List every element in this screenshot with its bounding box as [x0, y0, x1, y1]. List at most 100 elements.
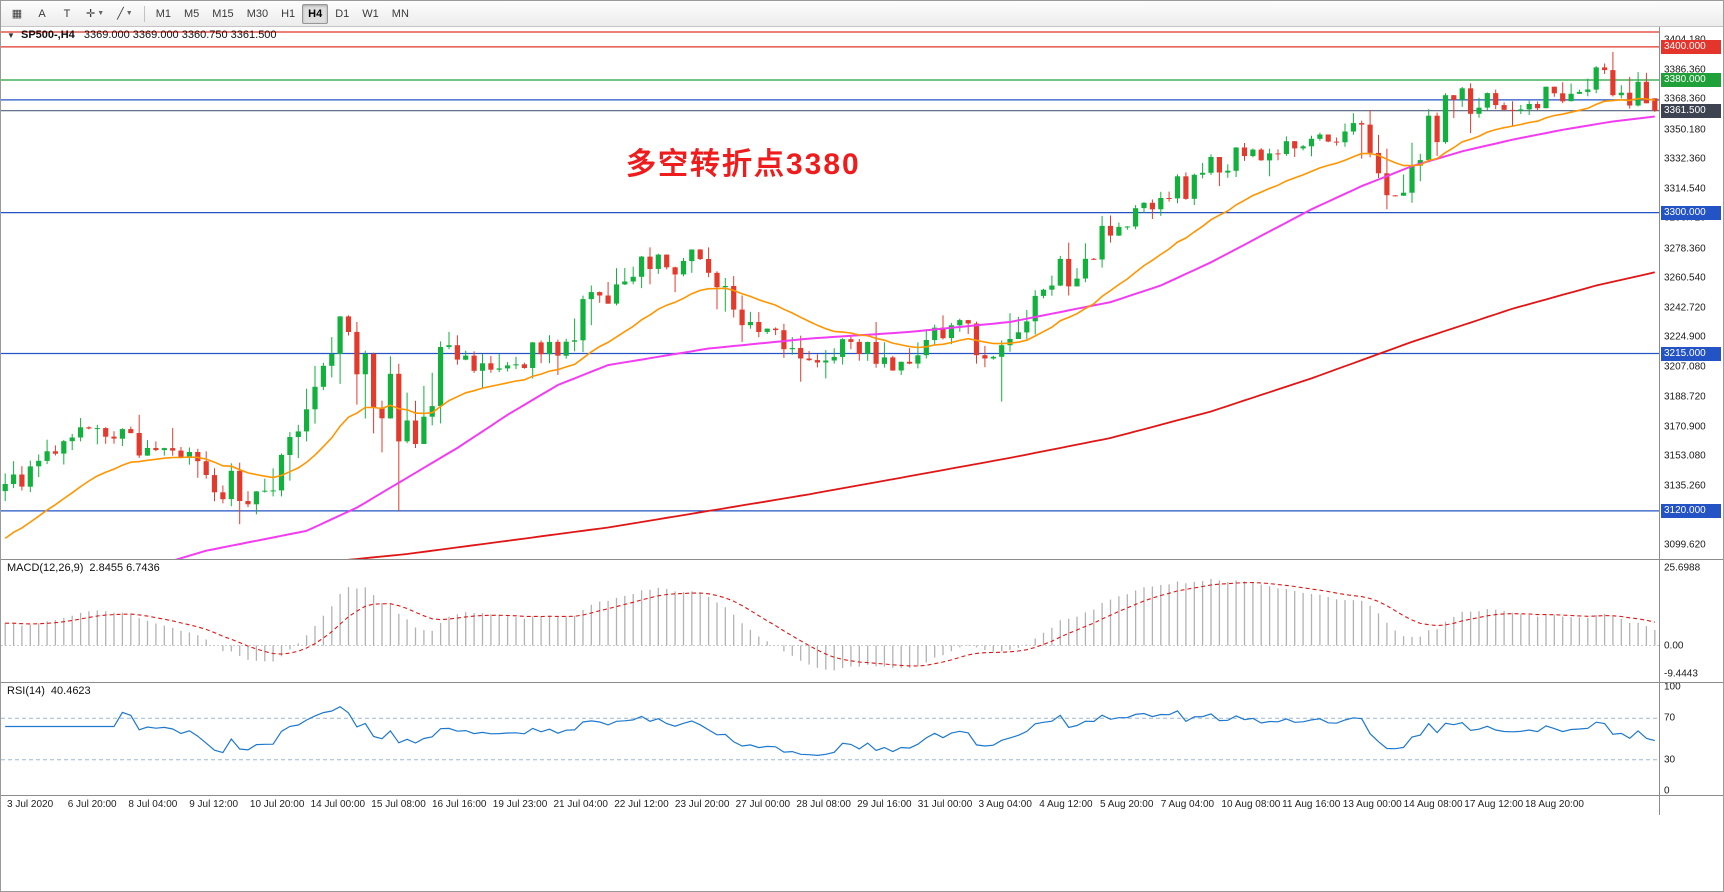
price-axis[interactable]: 3404.1803386.3603368.3603350.1803332.360… — [1659, 27, 1723, 559]
price-axis-label: 3242.720 — [1664, 302, 1706, 314]
time-axis-label: 19 Jul 23:00 — [492, 799, 548, 810]
price-axis-label: 3386.360 — [1664, 64, 1706, 75]
chevron-down-icon: ▼ — [125, 10, 133, 17]
symbol-dropdown-arrow[interactable]: ▼ — [7, 31, 15, 40]
macd-panel[interactable]: MACD(12,26,9) 2.8455 6.7436 — [1, 560, 1659, 682]
time-axis-label: 23 Jul 20:00 — [674, 799, 730, 810]
timeframe-h1-button[interactable]: H1 — [281, 7, 296, 20]
text-t-button[interactable]: T — [55, 4, 79, 24]
font-a-icon: A — [38, 7, 46, 20]
chart-title: ▼ SP500-,H4 3369.000 3369.000 3360.750 3… — [7, 29, 277, 41]
rsi-panel[interactable]: RSI(14) 40.4623 — [1, 683, 1659, 795]
rsi-axis-label: 0 — [1664, 785, 1670, 796]
timeframe-d1-button[interactable]: D1 — [335, 7, 350, 20]
rsi-value: 40.4623 — [50, 685, 91, 697]
crosshair-tool-icon: ✛ — [86, 8, 96, 20]
crosshair-tool-button[interactable]: ✛ ▼ — [80, 4, 110, 24]
time-axis-label: 14 Aug 08:00 — [1403, 799, 1463, 810]
price-tag: 3300.000 — [1661, 205, 1721, 220]
time-axis-label: 8 Jul 04:00 — [128, 799, 178, 810]
time-axis-label: 14 Jul 00:00 — [310, 799, 366, 810]
price-axis-label: 3368.360 — [1664, 93, 1706, 105]
macd-canvas[interactable] — [1, 560, 1659, 682]
timeframe-h4-button[interactable]: H4 — [302, 3, 329, 24]
price-axis-label: 3170.900 — [1664, 421, 1706, 433]
timeframe-m5-button[interactable]: M5 — [184, 7, 200, 20]
draw-line-tool-button[interactable]: ╱ ▼ — [111, 4, 139, 24]
rsi-canvas[interactable] — [1, 683, 1659, 795]
symbol-label: SP500-,H4 — [20, 29, 75, 41]
timeframe-toolbar: M1 M5 M15 M30 H1 H4 D1 W1 MN — [150, 3, 415, 24]
price-axis-label: 3260.540 — [1664, 272, 1706, 284]
rsi-label: RSI(14) — [7, 685, 45, 697]
time-axis-label: 3 Aug 04:00 — [978, 799, 1032, 810]
timeframe-m15-button[interactable]: M15 — [212, 7, 234, 20]
time-axis-label: 21 Jul 04:00 — [553, 799, 609, 810]
macd-label: MACD(12,26,9) — [7, 562, 84, 574]
chart-windows-icon: ▦ — [11, 8, 23, 20]
time-axis-corner — [1659, 796, 1723, 815]
time-axis-label: 3 Jul 2020 — [7, 799, 54, 810]
time-axis-label: 27 Jul 00:00 — [735, 799, 791, 810]
macd-axis[interactable]: 25.6988 0.00 -9.4443 — [1659, 560, 1723, 682]
chevron-down-icon: ▼ — [97, 10, 105, 17]
panel-separator-macd[interactable] — [1, 559, 1723, 560]
timeframe-w1-button[interactable]: W1 — [362, 7, 379, 20]
draw-line-tool-icon: ╱ — [117, 8, 124, 20]
time-axis-label: 6 Jul 20:00 — [67, 799, 117, 810]
time-axis-label: 10 Aug 08:00 — [1221, 799, 1281, 810]
price-tag: 3361.500 — [1661, 103, 1721, 118]
time-axis-label: 16 Jul 16:00 — [432, 799, 487, 810]
chart-windows-icon[interactable]: ▦ — [5, 4, 29, 24]
time-axis-label: 7 Aug 04:00 — [1160, 799, 1215, 810]
time-axis-row: 3 Jul 2020 6 Jul 20:00 8 Jul 04:00 9 Jul 12… — [1, 795, 1723, 815]
time-axis-label: 11 Aug 16:00 — [1282, 799, 1341, 810]
timeframe-m1-button[interactable]: M1 — [155, 7, 171, 20]
time-axis-label: 4 Aug 12:00 — [1039, 799, 1093, 810]
toolbar-separator — [143, 5, 145, 22]
text-t-icon: T — [63, 7, 71, 20]
macd-axis-label: -9.4443 — [1664, 668, 1698, 680]
rsi-axis-label: 100 — [1664, 683, 1681, 693]
top-toolbar: ▦ A T ✛ ▼ ╱ ▼ M1 M5 M15 M30 H1 H4 D1 W1 MN — [1, 1, 1723, 27]
rsi-title: RSI(14) 40.4623 — [7, 685, 91, 697]
price-tag: 3120.000 — [1661, 503, 1721, 518]
price-axis-label: 3153.080 — [1664, 450, 1706, 462]
time-axis[interactable]: 3 Jul 2020 6 Jul 20:00 8 Jul 04:00 9 Jul 12… — [1, 796, 1659, 815]
main-chart-canvas[interactable] — [1, 27, 1659, 559]
price-tag: 3215.000 — [1661, 346, 1721, 361]
timeframe-mn-button[interactable]: MN — [391, 7, 409, 20]
price-axis-label: 3135.260 — [1664, 480, 1706, 492]
time-axis-label: 22 Jul 12:00 — [614, 799, 669, 810]
time-axis-label: 15 Jul 08:00 — [371, 799, 426, 810]
chart-annotation: 多空转折点3380 — [626, 148, 861, 181]
font-a-button[interactable]: A — [30, 4, 54, 24]
time-axis-label: 29 Jul 16:00 — [857, 799, 912, 810]
time-axis-label: 31 Jul 00:00 — [917, 799, 973, 810]
macd-values: 2.8455 6.7436 — [89, 562, 160, 574]
time-axis-label: 9 Jul 12:00 — [189, 799, 239, 810]
timeframe-m30-button[interactable]: M30 — [246, 7, 269, 20]
price-axis-label: 3207.080 — [1664, 361, 1706, 373]
price-axis-label: 3099.620 — [1664, 539, 1706, 551]
price-tag: 3380.000 — [1661, 73, 1721, 87]
rsi-axis[interactable]: 100 70 30 0 — [1659, 683, 1723, 795]
price-axis-label: 3278.360 — [1664, 243, 1706, 254]
time-axis-label: 13 Aug 00:00 — [1342, 799, 1402, 810]
rsi-axis-label: 70 — [1664, 712, 1676, 724]
macd-axis-label: 0.00 — [1664, 640, 1684, 651]
bottom-filler — [1, 815, 1723, 891]
ohlc-values: 3369.000 3369.000 3360.750 3361.500 — [83, 29, 277, 41]
price-axis-label: 3224.900 — [1664, 331, 1706, 343]
price-axis-label: 3332.360 — [1664, 153, 1706, 165]
rsi-axis-label: 30 — [1664, 754, 1676, 766]
time-axis-label: 5 Aug 20:00 — [1100, 799, 1154, 810]
main-chart-panel[interactable]: ▼ SP500-,H4 3369.000 3369.000 3360.750 3… — [1, 27, 1659, 559]
time-axis-label: 28 Jul 08:00 — [796, 799, 851, 810]
price-axis-label: 3188.720 — [1664, 391, 1706, 403]
price-axis-label: 3350.180 — [1664, 124, 1706, 135]
time-axis-label: 17 Aug 12:00 — [1464, 799, 1524, 810]
panel-separator-rsi[interactable] — [1, 682, 1723, 683]
time-axis-label: 18 Aug 20:00 — [1525, 799, 1584, 810]
